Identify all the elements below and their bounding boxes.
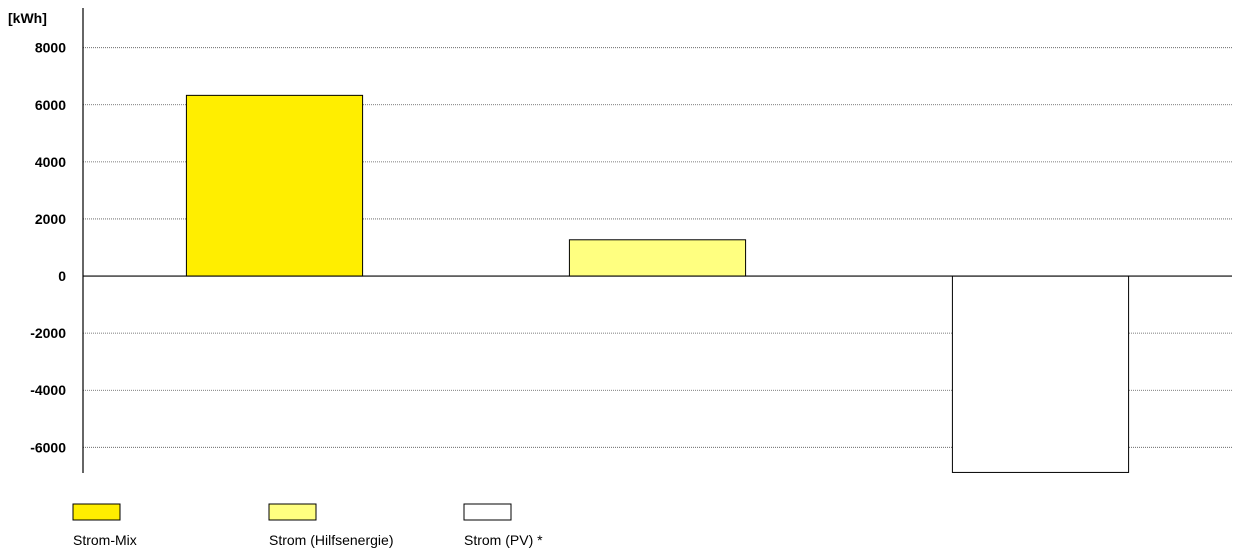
y-tick-label: -2000 — [30, 325, 66, 341]
legend-label-2: Strom (Hilfsenergie) — [269, 532, 393, 548]
y-tick-label: 2000 — [35, 211, 66, 227]
legend: Strom-Mix Strom (Hilfsenergie) Strom (PV) … — [72, 503, 543, 548]
bars — [185, 94, 1130, 473]
gridlines — [83, 47, 1232, 448]
bar-1 — [185, 94, 364, 277]
bar-2 — [568, 239, 747, 277]
legend-swatch-2 — [268, 503, 317, 521]
legend-swatch-3 — [463, 503, 512, 521]
y-tick-label: 8000 — [35, 40, 66, 56]
y-axis-unit-label: [kWh] — [8, 10, 47, 26]
y-axis-ticks: 8000 6000 4000 2000 0 -2000 -4000 -6000 — [30, 40, 66, 456]
y-tick-label: 6000 — [35, 97, 66, 113]
y-tick-label: 4000 — [35, 154, 66, 170]
legend-label-3: Strom (PV) * — [464, 532, 543, 548]
bar-3 — [951, 275, 1130, 473]
y-tick-label: -6000 — [30, 439, 66, 455]
legend-label-1: Strom-Mix — [73, 532, 137, 548]
y-tick-label: -4000 — [30, 382, 66, 398]
legend-swatch-1 — [72, 503, 121, 521]
y-tick-label: 0 — [58, 268, 66, 284]
